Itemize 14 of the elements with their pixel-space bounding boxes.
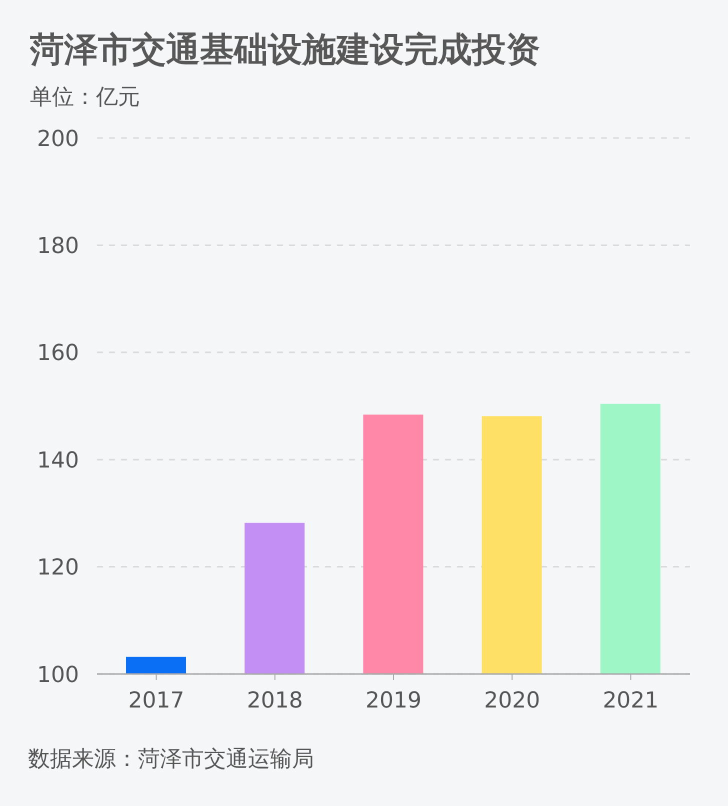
chart-title: 菏泽市交通基础设施建设完成投资	[30, 30, 540, 70]
y-tick-label: 140	[37, 448, 79, 474]
source-note: 数据来源：菏泽市交通运输局	[28, 746, 314, 774]
y-tick-label: 100	[37, 662, 79, 688]
y-tick-label: 160	[37, 341, 79, 366]
x-tick-label: 2019	[366, 688, 422, 714]
x-tick-label: 2021	[602, 688, 659, 714]
y-tick-label: 180	[37, 234, 79, 260]
chart-subtitle: 单位：亿元	[30, 84, 140, 112]
x-tick-label: 2018	[246, 688, 303, 714]
y-tick-label: 200	[37, 126, 79, 152]
x-tick-label: 2020	[484, 688, 540, 714]
x-tick-label: 2017	[128, 688, 184, 714]
y-tick-label: 120	[37, 556, 79, 581]
